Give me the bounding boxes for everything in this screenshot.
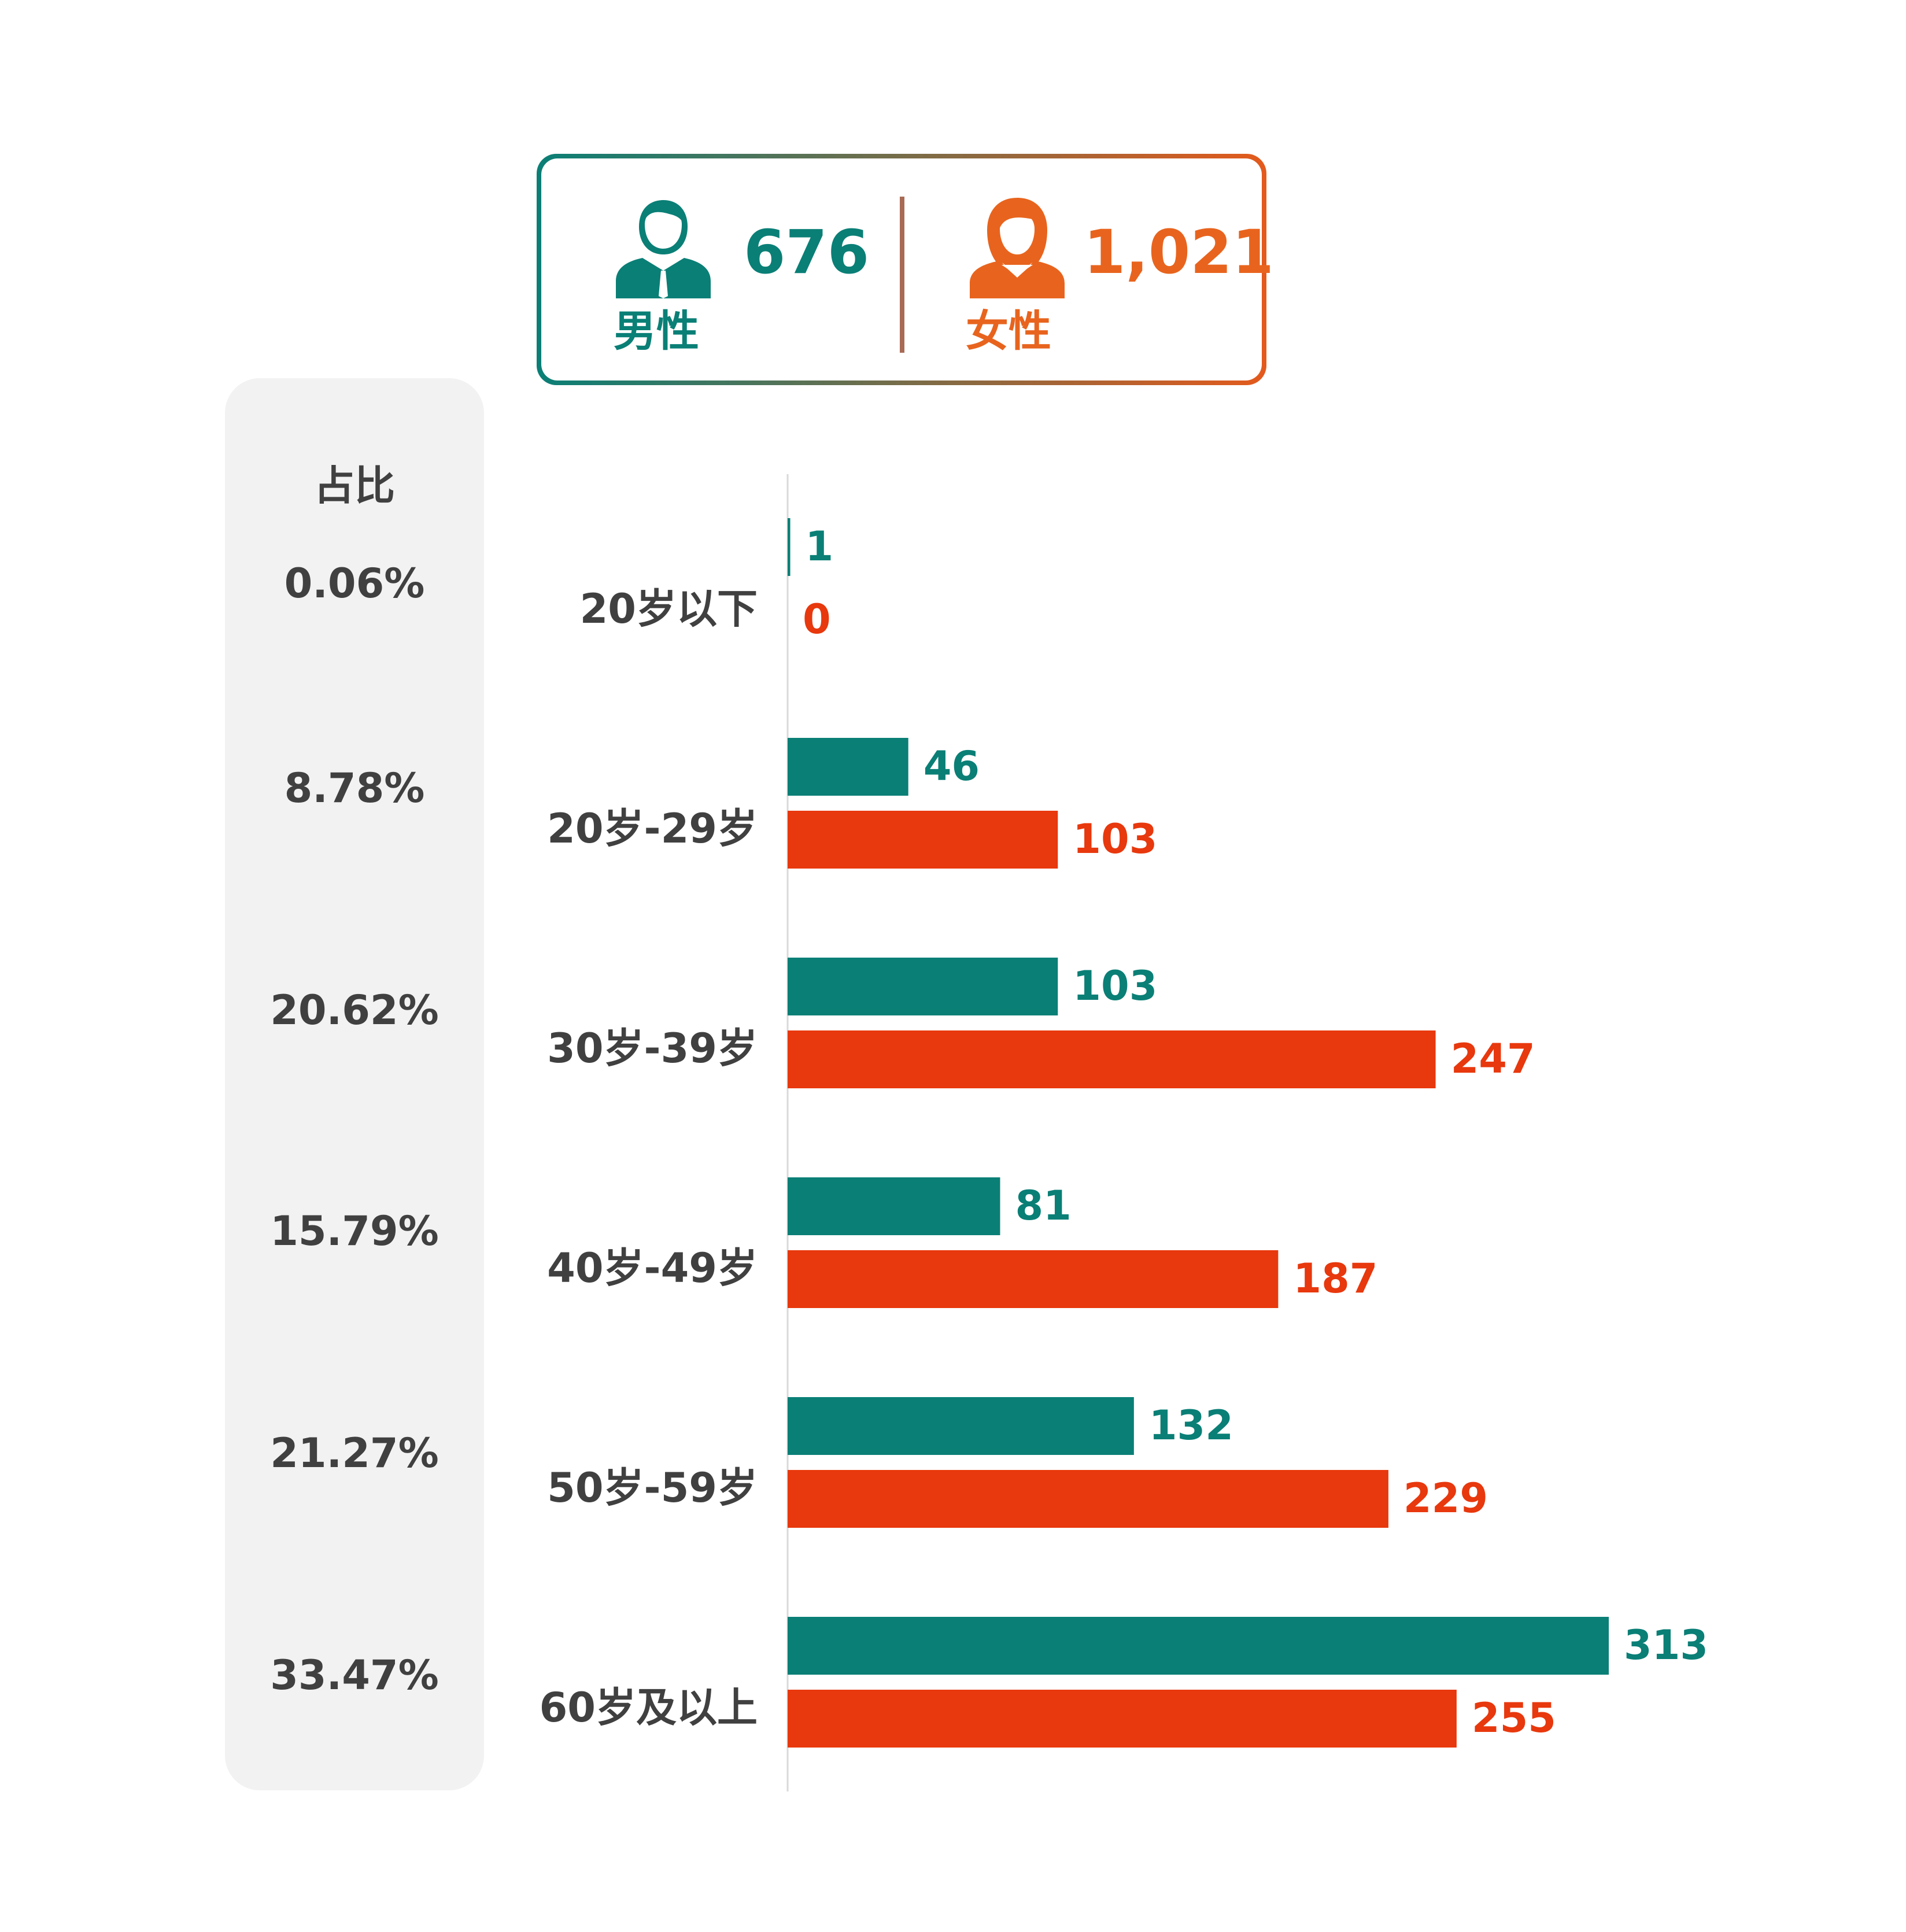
male-bar <box>788 1617 1609 1675</box>
female-bar <box>788 1470 1388 1528</box>
male-bar <box>788 738 908 796</box>
male-label: 男性 <box>614 306 699 356</box>
share-value: 8.78% <box>284 764 425 812</box>
female-avatar-icon <box>970 198 1065 298</box>
female-bar <box>788 1030 1436 1088</box>
share-value: 20.62% <box>270 987 439 1034</box>
share-panel: 占比 0.06% 8.78% 20.62% 15.79% 21.27% 33.4… <box>225 378 484 1790</box>
male-value-label: 46 <box>924 742 980 790</box>
share-value: 21.27% <box>270 1429 439 1477</box>
female-value-label: 0 <box>803 596 831 643</box>
male-value-label: 81 <box>1015 1182 1071 1229</box>
female-bar <box>788 811 1058 869</box>
male-value-label: 103 <box>1073 962 1157 1010</box>
male-bar <box>788 1177 1000 1235</box>
female-value-label: 255 <box>1472 1694 1556 1742</box>
male-value-label: 1 <box>806 523 834 570</box>
category-label: 30岁-39岁 <box>547 1025 758 1072</box>
category-label: 50岁-59岁 <box>547 1464 758 1512</box>
share-value: 0.06% <box>284 560 425 607</box>
share-header: 占比 <box>314 462 395 509</box>
category-label: 20岁-29岁 <box>547 805 758 852</box>
female-value-label: 247 <box>1451 1035 1535 1083</box>
female-count: 1,021 <box>1084 217 1274 287</box>
category-label: 60岁及以上 <box>540 1684 758 1731</box>
share-value: 33.47% <box>270 1652 439 1699</box>
male-count: 676 <box>744 217 870 287</box>
category-label: 20岁以下 <box>580 585 758 633</box>
share-value: 15.79% <box>270 1207 439 1255</box>
male-bar <box>788 518 791 576</box>
card-divider <box>900 197 904 353</box>
male-value-label: 132 <box>1149 1402 1233 1449</box>
male-value-label: 313 <box>1624 1621 1708 1669</box>
female-bar <box>788 1250 1279 1308</box>
male-avatar-icon <box>616 200 711 298</box>
female-value-label: 103 <box>1073 815 1157 863</box>
male-bar <box>788 1397 1134 1455</box>
female-value-label: 187 <box>1293 1255 1377 1302</box>
female-value-label: 229 <box>1403 1475 1488 1522</box>
category-label: 40岁-49岁 <box>547 1244 758 1292</box>
gender-summary-inner: 男性 676 女性 1,021 <box>541 158 1274 381</box>
female-label: 女性 <box>966 306 1051 356</box>
male-bar <box>788 958 1058 1015</box>
female-bar <box>788 1690 1457 1748</box>
gender-summary-card: 男性 676 女性 1,021 <box>537 154 1274 385</box>
